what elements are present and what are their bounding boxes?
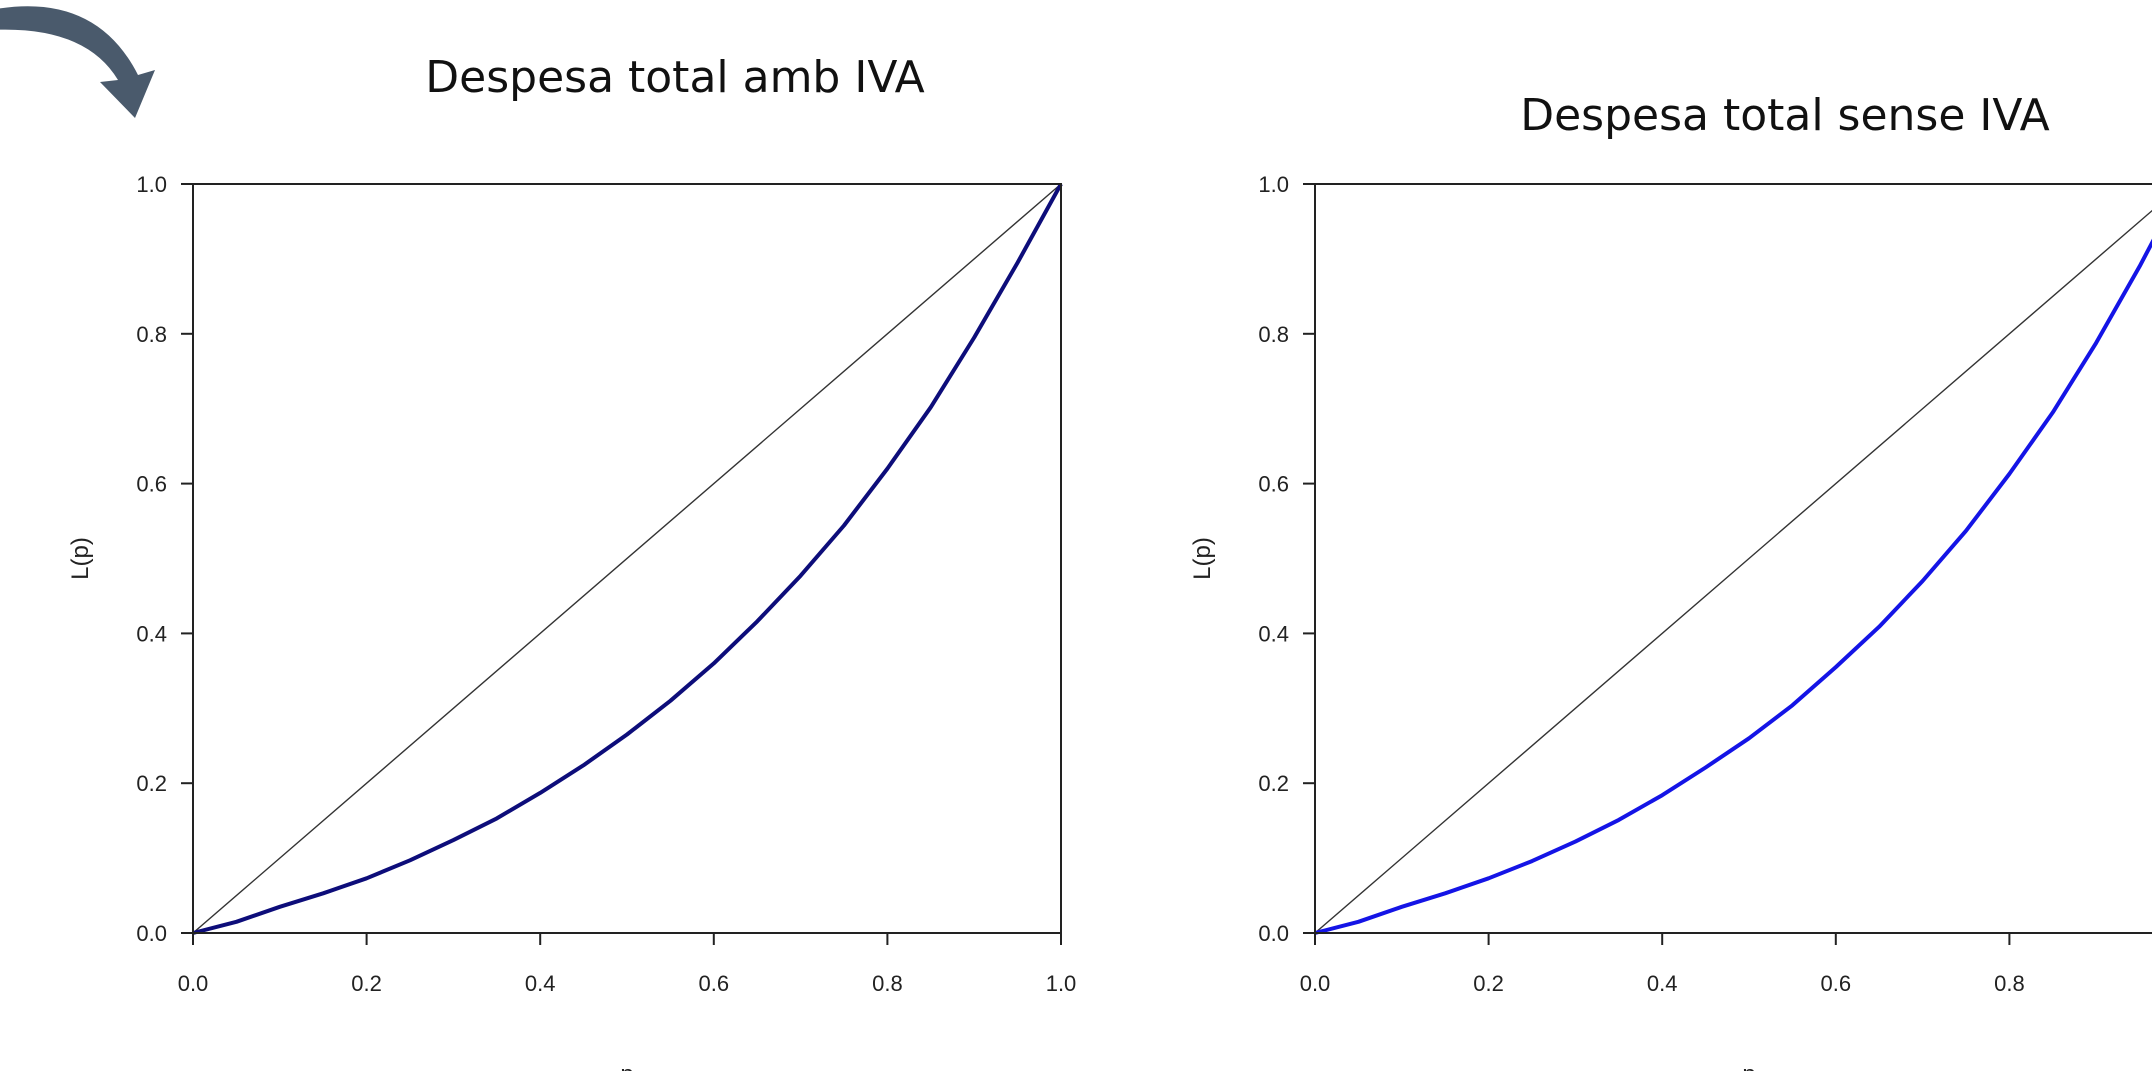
y-tick-label: 1.0 (136, 172, 167, 197)
equality-diagonal-line (1314, 209, 2152, 934)
x-tick-label: 0.4 (1647, 971, 1678, 996)
lorenz-curve-line (192, 183, 1063, 935)
y-tick-label: 0.0 (1258, 921, 1289, 946)
equality-diagonal-line (192, 183, 1062, 934)
x-tick-label: 0.6 (699, 971, 730, 996)
y-tick-label: 0.6 (1258, 472, 1289, 497)
y-axis-label: L(p) (67, 537, 94, 580)
y-tick-label: 0.4 (1258, 621, 1289, 646)
lorenz-curve-line (1314, 238, 2152, 935)
chart-left: Despesa total amb IVA 0.0 0.2 0.4 0.6 0.8 1.0 0… (67, 52, 1076, 1071)
x-axis-label: p (620, 1061, 633, 1071)
y-tick-label: 0.4 (136, 621, 167, 646)
x-tick-label: 0.2 (351, 971, 382, 996)
plot-frame (192, 183, 1062, 934)
y-tick-label: 0.2 (136, 771, 167, 796)
x-tick-label: 0.2 (1473, 971, 1504, 996)
y-tick-label: 0.0 (136, 921, 167, 946)
plot-frame (1314, 183, 2152, 934)
x-axis-label: p (1742, 1061, 1755, 1071)
x-tick-label: 0.6 (1821, 971, 1852, 996)
y-axis-label: L(p) (1189, 537, 1216, 580)
x-tick-label: 0.8 (872, 971, 903, 996)
x-tick-label: 0.4 (525, 971, 556, 996)
y-tick-label: 0.8 (136, 322, 167, 347)
x-tick-label: 1.0 (1046, 971, 1077, 996)
x-tick-label: 0.0 (1300, 971, 1331, 996)
y-tick-label: 1.0 (1258, 172, 1289, 197)
y-tick-label: 0.6 (136, 472, 167, 497)
y-tick-label: 0.2 (1258, 771, 1289, 796)
x-tick-label: 0.0 (178, 971, 209, 996)
chart-title: Despesa total sense IVA (1520, 90, 2050, 141)
chart-right: Despesa total sense IVA 0.0 0.2 0.4 0.6 0.8 0.… (1189, 90, 2152, 1071)
curved-arrow-icon (0, 6, 155, 118)
x-tick-label: 0.8 (1994, 971, 2025, 996)
chart-title: Despesa total amb IVA (425, 52, 924, 103)
y-tick-label: 0.8 (1258, 322, 1289, 347)
